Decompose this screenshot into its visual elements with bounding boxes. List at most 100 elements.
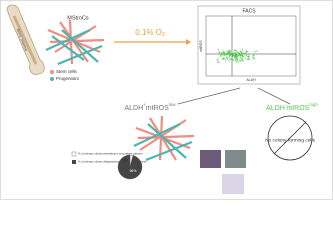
facs-event bbox=[248, 57, 250, 59]
facs-event bbox=[218, 51, 220, 54]
facs-event bbox=[233, 56, 235, 58]
facs-event bbox=[247, 52, 250, 55]
legend-label: Progenitors bbox=[56, 76, 80, 81]
facs-event bbox=[241, 58, 243, 60]
pie-label: 96% bbox=[129, 169, 136, 173]
legend-swatch bbox=[50, 70, 54, 74]
facs-event bbox=[227, 49, 230, 52]
facs-event bbox=[238, 51, 240, 54]
facs-event bbox=[222, 51, 225, 54]
facs-title: FACS bbox=[242, 8, 256, 14]
facs-event bbox=[234, 59, 236, 61]
facs-event bbox=[234, 56, 237, 58]
pie-legend-swatch bbox=[72, 160, 76, 164]
facs-event bbox=[228, 59, 230, 61]
facs-event bbox=[222, 57, 225, 60]
facs-event bbox=[228, 54, 230, 56]
facs-event bbox=[229, 49, 231, 52]
facs-event bbox=[245, 51, 248, 53]
facs-x-label: ALDH bbox=[246, 78, 256, 82]
facs-event bbox=[232, 59, 234, 61]
facs-event bbox=[231, 56, 233, 58]
pie-slice bbox=[117, 154, 143, 180]
facs-event bbox=[235, 49, 237, 52]
facs-event bbox=[236, 50, 238, 53]
facs-event bbox=[225, 54, 227, 56]
micrograph bbox=[225, 150, 246, 168]
facs-event bbox=[227, 56, 229, 59]
facs-event bbox=[241, 55, 244, 57]
facs-event bbox=[238, 59, 241, 61]
facs-event bbox=[239, 60, 242, 62]
facs-event bbox=[225, 56, 228, 58]
facs-event bbox=[242, 59, 244, 62]
facs-event bbox=[244, 52, 247, 54]
facs-event bbox=[236, 56, 239, 58]
facs-event bbox=[241, 48, 244, 50]
facs-event bbox=[216, 59, 218, 62]
facs-event bbox=[254, 51, 256, 53]
no-symbol bbox=[267, 115, 313, 161]
facs-event bbox=[230, 58, 232, 60]
facs-event bbox=[252, 56, 254, 58]
facs-event bbox=[218, 61, 220, 64]
facs-event bbox=[229, 51, 231, 53]
mstrocs-label: MStroCs bbox=[67, 15, 89, 21]
pie-legend-swatch bbox=[71, 151, 77, 157]
pie: 4% 96% bbox=[117, 154, 143, 180]
arrow bbox=[177, 87, 241, 105]
facs-event bbox=[248, 58, 250, 61]
bone bbox=[6, 4, 45, 75]
facs-event bbox=[239, 55, 241, 57]
cell-cluster bbox=[133, 115, 195, 162]
facs-event bbox=[245, 54, 248, 57]
facs-event bbox=[223, 54, 225, 56]
facs-event bbox=[237, 61, 239, 63]
facs-event bbox=[236, 61, 238, 63]
facs-event bbox=[231, 53, 234, 55]
high-group-label: ALDH-mtROShigh bbox=[266, 102, 318, 112]
facs-event bbox=[252, 58, 255, 60]
cell-cluster bbox=[45, 19, 105, 66]
facs-event bbox=[240, 50, 242, 52]
facs-event bbox=[226, 52, 228, 55]
facs-panel bbox=[197, 5, 301, 85]
pie-label: 4% bbox=[122, 158, 127, 162]
facs-y-label: mtROS bbox=[199, 40, 203, 52]
facs-event bbox=[235, 53, 237, 56]
pie-legend-label: % of primary clones persisting in second… bbox=[78, 152, 143, 156]
facs-event bbox=[218, 53, 220, 55]
facs-event bbox=[220, 53, 222, 56]
facs-event bbox=[236, 59, 239, 61]
facs-event bbox=[239, 57, 241, 59]
no-symbol-slash bbox=[273, 121, 307, 155]
legend-label: Stem cells bbox=[56, 69, 78, 74]
facs-event bbox=[228, 52, 230, 54]
facs-event bbox=[229, 55, 231, 57]
facs-event bbox=[217, 49, 220, 51]
facs-event bbox=[244, 57, 247, 59]
facs-event bbox=[253, 57, 256, 59]
facs-event bbox=[236, 57, 238, 60]
micrograph bbox=[222, 174, 244, 194]
facs-event bbox=[226, 58, 228, 60]
facs-event bbox=[246, 50, 249, 53]
facs-event bbox=[242, 51, 244, 54]
facs-event bbox=[226, 51, 229, 53]
micrograph bbox=[200, 150, 221, 168]
facs-event bbox=[245, 50, 247, 52]
facs-event bbox=[247, 58, 249, 61]
facs-event bbox=[239, 53, 241, 56]
facs-event bbox=[252, 54, 255, 57]
facs-event bbox=[224, 58, 227, 61]
no-colony-label: No colony-forming cells bbox=[265, 137, 315, 143]
facs-event bbox=[240, 52, 243, 54]
pie-legend-label: % of primary clones disappearing in seco… bbox=[78, 160, 147, 164]
facs-event bbox=[256, 50, 258, 52]
facs-event bbox=[241, 56, 243, 58]
facs-event bbox=[232, 54, 235, 57]
facs-event bbox=[243, 55, 245, 57]
arrow bbox=[257, 87, 291, 105]
facs-plot bbox=[205, 15, 297, 77]
facs-event bbox=[222, 50, 224, 52]
